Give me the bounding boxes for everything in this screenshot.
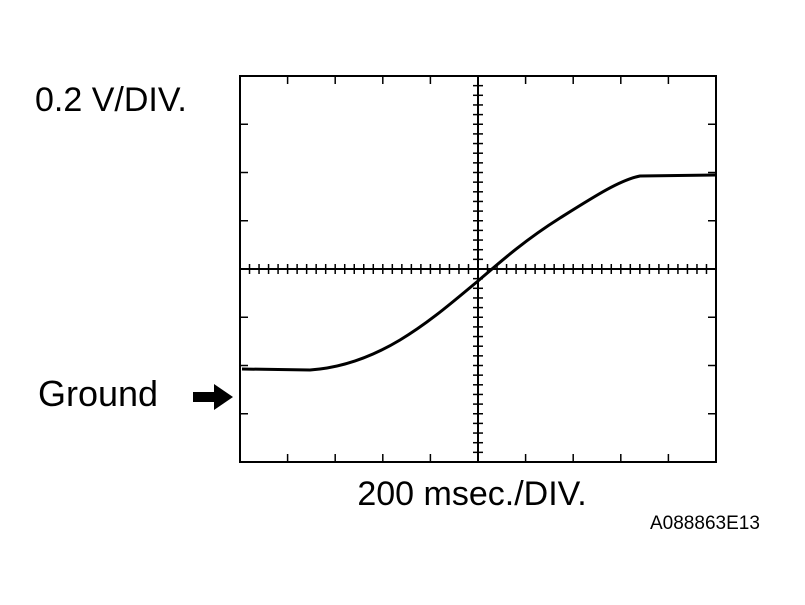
ground-arrow (193, 384, 233, 410)
volts-per-div-label: 0.2 V/DIV. (35, 81, 187, 119)
waveform (241, 173, 717, 372)
ground-label: Ground (38, 373, 158, 414)
figure-id: A088863E13 (650, 513, 760, 534)
graticule-ticks (240, 76, 716, 462)
time-per-div-label: 200 msec./DIV. (357, 475, 586, 513)
